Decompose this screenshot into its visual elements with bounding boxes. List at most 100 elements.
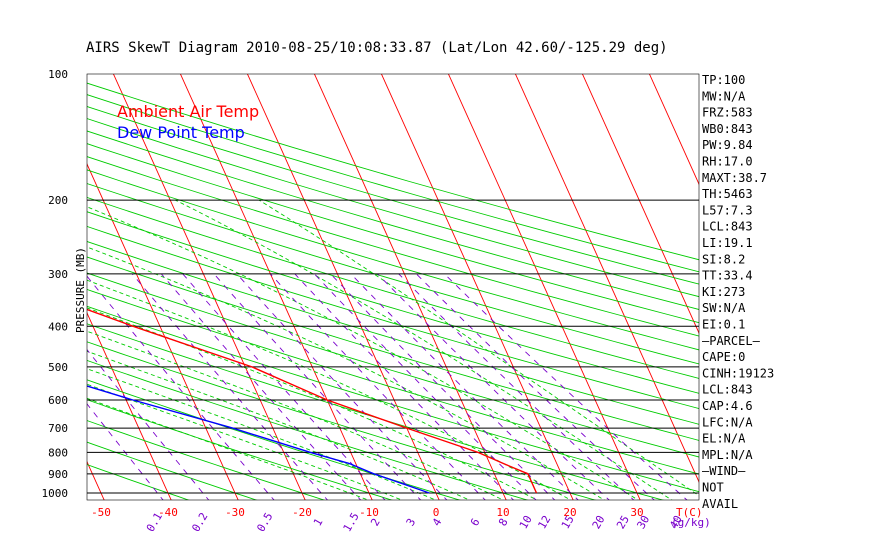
pressure-tick-label: 600: [48, 394, 68, 407]
isotherm-line: [514, 74, 699, 483]
stability-index-label: CAP:4.6: [702, 399, 753, 413]
bottom-temp-tick-label: 10: [496, 506, 509, 519]
stability-index-label: —PARCEL—: [702, 334, 761, 348]
bottom-temp-tick-label: -40: [158, 506, 178, 519]
dewpoint-profile-line: [87, 385, 430, 494]
mixing-ratio-line: [444, 273, 688, 500]
dry-adiabat-line: [87, 94, 699, 273]
mixing-ratio-tick-label: 0.2: [189, 510, 210, 534]
isotherm-line: [87, 460, 105, 500]
bottom-temp-tick-label: -10: [359, 506, 379, 519]
stability-index-label: AVAIL: [702, 497, 738, 511]
plot-frame: [86, 73, 700, 501]
bottom-temp-tick-label: -50: [91, 506, 111, 519]
bottom-temp-unit: T(C): [676, 506, 703, 519]
stability-index-label: KI:273: [702, 285, 745, 299]
stability-index-label: MPL:N/A: [702, 448, 753, 462]
pressure-tick-label: 200: [48, 194, 68, 207]
stability-index-label: CAPE:0: [702, 350, 745, 364]
mixing-ratio-line: [270, 273, 486, 500]
moist-adiabat-line: [87, 279, 572, 500]
bottom-temp-tick-label: -20: [292, 506, 312, 519]
stability-index-label: MAXT:38.7: [702, 171, 767, 185]
stability-indices: TP:100 MW:N/A FRZ:583 WB0:843 PW:9.84 RH:17.0…: [702, 73, 774, 511]
stability-index-label: SW:N/A: [702, 301, 746, 315]
dry-adiabat-line: [87, 211, 699, 394]
dry-adiabat-line: [87, 225, 699, 410]
dry-adiabat-line: [87, 118, 699, 298]
dry-adiabat-line: [87, 464, 190, 500]
pressure-tick-label: 700: [48, 422, 68, 435]
pressure-tick-label: 500: [48, 361, 68, 374]
mixing-ratio-tick-label: 20: [590, 513, 608, 531]
mixing-ratio-line: [213, 273, 422, 500]
stability-index-label: LI:19.1: [702, 236, 753, 250]
moist-adiabat-line: [87, 350, 471, 500]
dry-adiabat-line: [87, 196, 699, 379]
stability-index-label: MW:N/A: [702, 89, 746, 103]
pressure-tick-label: 800: [48, 446, 68, 459]
dry-adiabat-line: [87, 183, 699, 365]
stability-index-label: EI:0.1: [702, 318, 745, 332]
plot-background-lines: [0, 65, 699, 502]
mixing-ratio-line: [415, 273, 655, 500]
legend: Ambient Air Temp Dew Point Temp: [117, 102, 259, 142]
mixing-ratio-tick-label: 0.5: [254, 510, 275, 534]
isotherm-line: [380, 74, 574, 500]
stability-index-label: TT:33.4: [702, 269, 753, 283]
mixing-ratio-tick-label: 25: [614, 513, 632, 531]
mixing-ratio-line: [87, 348, 210, 500]
mixing-ratio-line: [131, 273, 329, 500]
mixing-ratio-line: [182, 273, 386, 500]
pressure-tick-label: 400: [48, 320, 68, 333]
dry-adiabat-line: [87, 272, 699, 458]
moist-adiabat-line: [87, 246, 606, 500]
dry-adiabat-line: [87, 106, 699, 285]
isotherm-line: [648, 74, 699, 186]
stability-index-label: LFC:N/A: [702, 415, 753, 429]
sounding-profiles: [87, 308, 538, 494]
pressure-tick-label: 300: [48, 268, 68, 281]
isotherm-line: [0, 65, 38, 502]
bottom-temp-tick-label: 0: [433, 506, 440, 519]
isotherm-line: [246, 74, 440, 500]
moist-adiabat-line: [87, 206, 639, 500]
isotherm-line: [87, 311, 172, 500]
dry-adiabat-line: [87, 359, 529, 500]
isotherm-line: [179, 74, 373, 500]
dry-adiabat-line: [87, 288, 699, 475]
mixing-ratio-tick-label: 30: [634, 513, 652, 531]
stability-index-label: WB0:843: [702, 122, 753, 136]
mixing-ratio-tick-label: 15: [559, 513, 577, 531]
dry-adiabat-line: [87, 241, 699, 425]
dry-adiabat-line: [87, 420, 326, 500]
mixing-ratio-tick-label: 12: [536, 513, 554, 531]
mixing-ratio-unit: (g/kg): [671, 516, 711, 529]
legend-entry: Dew Point Temp: [117, 123, 245, 142]
moist-adiabat-line: [87, 307, 538, 500]
mixing-ratio-line: [161, 273, 362, 500]
isotherm-line: [447, 74, 641, 500]
moist-adiabat-line: [87, 383, 404, 500]
mixing-ratio-line: [87, 403, 164, 500]
dry-adiabat-line: [87, 256, 699, 441]
dry-adiabat-line: [87, 323, 665, 500]
stability-index-label: EL:N/A: [702, 432, 746, 446]
stability-index-label: RH:17.0: [702, 155, 753, 169]
stability-index-label: LCL:843: [702, 220, 753, 234]
chart-title: AIRS SkewT Diagram 2010-08-25/10:08:33.8…: [86, 40, 668, 56]
y-axis-label: PRESSURE (MB): [74, 247, 87, 333]
stability-index-label: SI:8.2: [702, 252, 745, 266]
bottom-temp-tick-label: -30: [225, 506, 245, 519]
dry-adiabat-line: [87, 441, 258, 500]
dry-adiabat-line: [87, 156, 699, 337]
dry-adiabat-line: [87, 130, 699, 310]
mixing-ratio-tick-label: 3: [404, 516, 419, 528]
isotherm-line: [112, 74, 306, 500]
mixing-ratio-line: [294, 273, 515, 500]
pressure-tick-label: 900: [48, 468, 68, 481]
mixing-ratio-line: [236, 273, 448, 500]
stability-index-label: L57:7.3: [702, 203, 753, 217]
dry-adiabat-line: [87, 169, 699, 351]
